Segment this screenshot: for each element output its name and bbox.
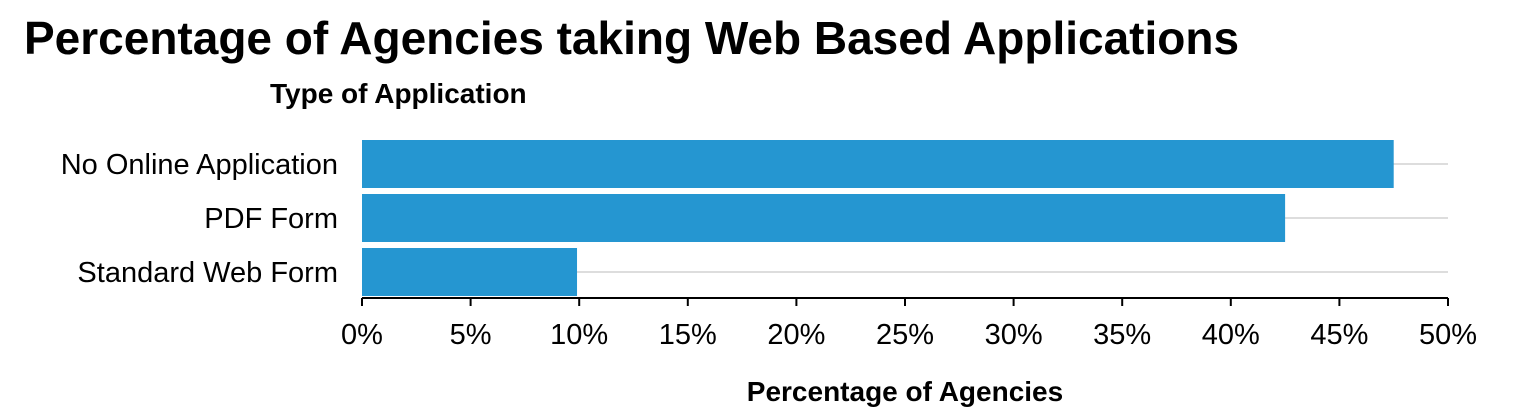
x-axis-title: Percentage of Agencies [747,376,1063,407]
x-tick-label: 50% [1419,319,1477,351]
category-label: No Online Application [61,149,338,181]
x-axis: 0% 5% 10% 15% 20% 25% 30% 35% 40% 45% 50% [341,297,1477,351]
x-tick-label: 20% [767,319,825,351]
x-tick-label: 30% [985,319,1043,351]
x-tick-label: 45% [1310,319,1368,351]
x-tick-label: 40% [1202,319,1260,351]
category-label: PDF Form [204,203,338,235]
bars [362,140,1394,296]
x-tick-label: 5% [450,319,492,351]
category-labels: No Online Application PDF Form Standard We… [61,149,338,289]
x-tick-label: 25% [876,319,934,351]
x-tick-label: 10% [550,319,608,351]
bar [362,140,1394,188]
x-tick-label: 0% [341,319,383,351]
bar [362,194,1286,242]
bar [362,248,578,296]
category-label: Standard Web Form [77,257,338,289]
category-axis-title: Type of Application [270,78,527,109]
chart-title: Percentage of Agencies taking Web Based … [24,12,1240,64]
x-tick-label: 35% [1093,319,1151,351]
x-tick-label: 15% [659,319,717,351]
